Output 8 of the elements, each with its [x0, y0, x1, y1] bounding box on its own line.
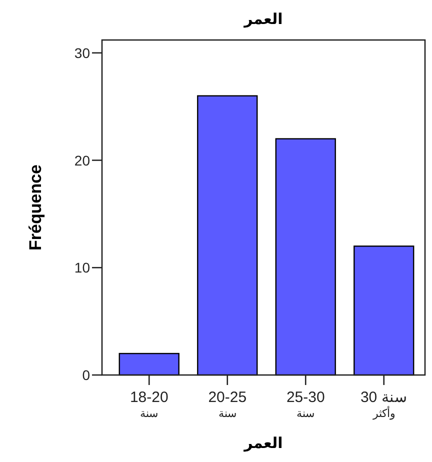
y-axis-title: Fréquence: [26, 164, 45, 250]
y-tick-label: 30: [74, 44, 90, 61]
chart-title: العمر: [243, 10, 283, 28]
y-tick-label: 10: [74, 260, 90, 276]
x-axis-title: العمر: [243, 434, 283, 452]
x-tick-label: 30 سنة وأكثر: [360, 389, 408, 420]
y-tick-label: 0: [82, 367, 90, 383]
y-tick-label: 20: [74, 152, 90, 168]
